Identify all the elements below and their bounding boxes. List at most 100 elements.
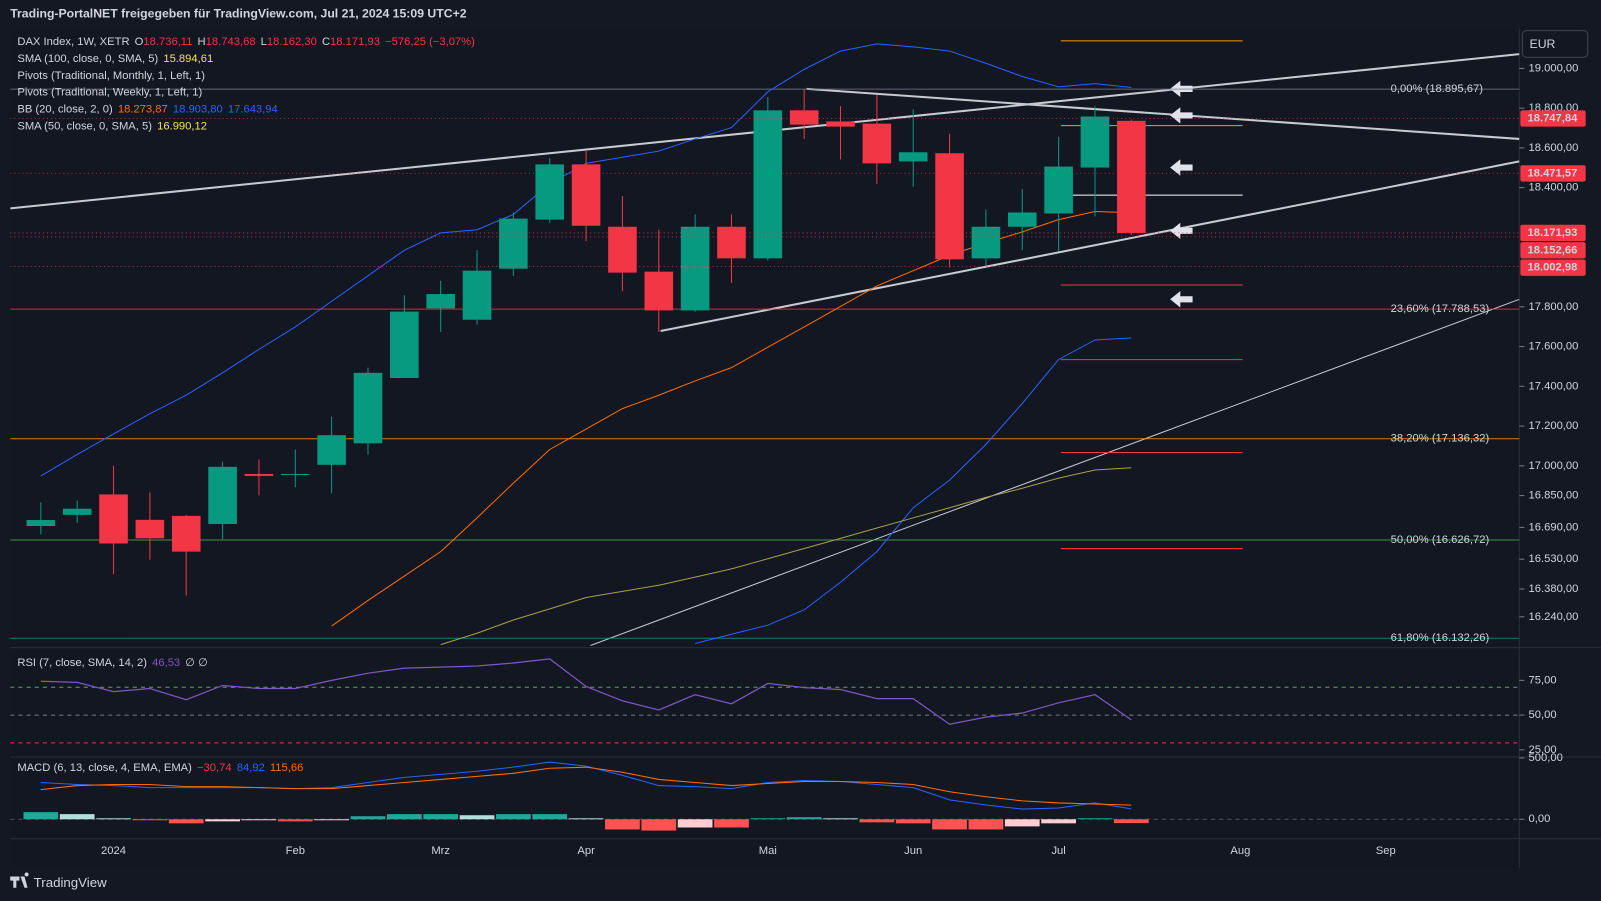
x-tick-label: Jul <box>1051 845 1065 857</box>
candle-body <box>135 519 165 539</box>
histogram-bar <box>895 819 931 824</box>
price-tag <box>1520 224 1586 242</box>
candle-body <box>571 164 601 226</box>
rsi-line <box>40 658 1132 725</box>
y-tick-label: 18.600,00 <box>1529 142 1579 154</box>
overlay: 19.000,0018.800,0018.600,0018.400,0017.8… <box>17 36 1586 857</box>
legend-item: 84,92 <box>237 762 265 774</box>
legend-line: MACD (6, 13, close, 4, EMA, EMA) −30,74 84… <box>17 762 303 774</box>
candle-body <box>353 372 383 444</box>
y-tick-label: 500,00 <box>1529 752 1563 764</box>
fib-label: 50,00% (16.626,72) <box>1391 534 1490 546</box>
macd-pane <box>10 761 1520 831</box>
y-tick-label: 19.000,00 <box>1529 62 1579 74</box>
x-tick-label: Feb <box>286 845 305 857</box>
arrow-icon <box>1170 107 1193 124</box>
legend-item: 15.894,61 <box>163 53 213 65</box>
histogram-bar <box>605 819 640 830</box>
y-tick-label: 17.600,00 <box>1529 341 1579 353</box>
brand-logo <box>10 872 29 888</box>
legend-item: SMA (50, close, 0, SMA, 5) <box>17 121 152 133</box>
legend-item: 115,66 <box>270 762 303 774</box>
histogram-bar <box>1077 818 1113 820</box>
y-tick-label: 0,00 <box>1529 813 1551 825</box>
brand: TradingView <box>34 875 107 890</box>
fib-label: 0,00% (18.895,67) <box>1391 83 1484 95</box>
candle-body <box>499 218 528 269</box>
legend-item: −576,25 (−3,07%) <box>385 36 475 48</box>
histogram-bar <box>677 819 713 828</box>
main-pane <box>10 43 1520 646</box>
legend-item: H <box>198 36 206 48</box>
histogram-bar <box>314 819 349 821</box>
y-tick-label: 16.530,00 <box>1529 553 1579 565</box>
histogram-bar <box>750 818 786 820</box>
legend-line: DAX Index, 1W, XETR O18.736,11 H18.743,68 L… <box>17 36 475 48</box>
legend-line: RSI (7, close, SMA, 14, 2) 46,53 ∅ ∅ <box>17 657 208 669</box>
candle-body <box>753 110 783 259</box>
legend-line: Pivots (Traditional, Weekly, 1, Left, 1) <box>17 87 202 99</box>
legend-item: BB (20, close, 2, 0) <box>17 104 113 116</box>
x-tick-label: Jun <box>904 845 922 857</box>
histogram-bar <box>1004 819 1040 827</box>
arrow-icon <box>1170 291 1193 308</box>
price-tag <box>1520 259 1586 276</box>
y-tick-label: 17.000,00 <box>1529 460 1579 472</box>
legend-item: O <box>135 36 144 48</box>
histogram-bar <box>859 819 895 823</box>
y-tick-label: 16.380,00 <box>1529 583 1579 595</box>
candle-body <box>1007 212 1037 227</box>
legend-item: RSI (7, close, SMA, 14, 2) <box>17 657 147 669</box>
candle-body <box>644 271 674 311</box>
y-tick-label: 17.200,00 <box>1529 420 1579 432</box>
price-tag-label: 18.471,57 <box>1527 167 1577 179</box>
candle-body <box>680 226 710 311</box>
histogram-bar <box>386 814 422 820</box>
legend-item: DAX Index, 1W, XETR <box>17 36 129 48</box>
legend-line: Pivots (Traditional, Monthly, 1, Left, 1… <box>17 70 205 82</box>
legend-item: 18.743,68 <box>206 36 256 48</box>
histogram-bar <box>1113 819 1149 824</box>
y-tick-label: 17.400,00 <box>1529 380 1579 392</box>
candle-body <box>244 473 274 476</box>
x-tick-label: Apr <box>577 845 595 857</box>
histogram-bar <box>568 818 604 820</box>
histogram-bar <box>241 819 277 821</box>
candle-body <box>935 153 964 260</box>
candle-body <box>789 110 819 125</box>
candle-body <box>171 515 201 552</box>
candle-body <box>826 121 855 127</box>
candle-body <box>1117 120 1146 233</box>
y-tick-label: 50,00 <box>1529 709 1557 721</box>
legend-item: C <box>322 36 330 48</box>
price-tag <box>1520 165 1586 182</box>
indicator-line <box>695 337 1132 644</box>
price-tag <box>1520 110 1586 127</box>
legend-item: 16.990,12 <box>157 121 207 133</box>
currency-button[interactable] <box>1521 30 1589 58</box>
rsi-pane <box>10 658 1520 744</box>
candle-body <box>208 466 237 525</box>
price-tag-label: 18.152,66 <box>1527 244 1577 256</box>
histogram-bar <box>350 816 386 820</box>
legend-item: 46,53 <box>152 657 180 669</box>
fib-label: 61,80% (16.132,26) <box>1391 632 1490 644</box>
histogram-bar <box>932 819 967 830</box>
histogram-bar <box>1041 819 1076 824</box>
trend-line <box>660 160 1520 332</box>
candle-body <box>898 152 928 162</box>
candle-body <box>1080 116 1110 168</box>
legend-line: BB (20, close, 2, 0) 18.273,87 18.903,80 17… <box>17 104 277 116</box>
legend-item: SMA (100, close, 0, SMA, 5) <box>17 53 158 65</box>
legend-item: ∅ ∅ <box>185 657 208 669</box>
histogram-bar <box>132 819 168 821</box>
candle-body <box>717 226 746 259</box>
candle-body <box>1044 166 1073 214</box>
candle-body <box>99 494 128 544</box>
legend-item: 17.643,94 <box>228 104 278 116</box>
histogram-bar <box>459 815 495 820</box>
histogram-bar <box>786 817 822 820</box>
currency-label[interactable]: EUR <box>1530 37 1556 51</box>
price-tag-label: 18.171,93 <box>1527 227 1577 239</box>
